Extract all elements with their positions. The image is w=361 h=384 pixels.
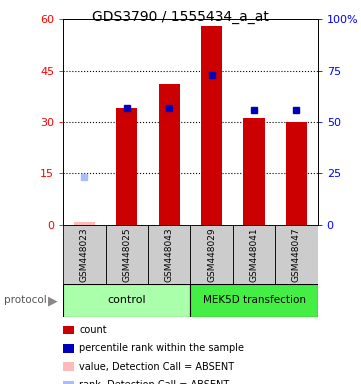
Text: count: count xyxy=(79,325,107,335)
Bar xyxy=(275,225,318,284)
Text: GSM448041: GSM448041 xyxy=(249,227,258,282)
Text: GSM448029: GSM448029 xyxy=(207,227,216,282)
Bar xyxy=(105,225,148,284)
Text: protocol: protocol xyxy=(4,295,46,306)
Text: GSM448047: GSM448047 xyxy=(292,227,301,282)
Bar xyxy=(116,108,138,225)
Bar xyxy=(286,122,307,225)
Text: value, Detection Call = ABSENT: value, Detection Call = ABSENT xyxy=(79,362,235,372)
Bar xyxy=(63,284,191,317)
Text: ▶: ▶ xyxy=(48,294,57,307)
Text: control: control xyxy=(108,295,146,306)
Bar xyxy=(243,119,265,225)
Bar xyxy=(191,284,318,317)
Text: GSM448025: GSM448025 xyxy=(122,227,131,282)
Bar xyxy=(233,225,275,284)
Text: rank, Detection Call = ABSENT: rank, Detection Call = ABSENT xyxy=(79,380,230,384)
Bar xyxy=(148,225,191,284)
Bar xyxy=(191,225,233,284)
Bar xyxy=(158,84,180,225)
Text: GSM448023: GSM448023 xyxy=(80,227,89,282)
Text: percentile rank within the sample: percentile rank within the sample xyxy=(79,343,244,353)
Bar xyxy=(63,225,105,284)
Text: GSM448043: GSM448043 xyxy=(165,227,174,282)
Bar xyxy=(74,222,95,225)
Text: GDS3790 / 1555434_a_at: GDS3790 / 1555434_a_at xyxy=(92,10,269,23)
Bar xyxy=(201,26,222,225)
Text: MEK5D transfection: MEK5D transfection xyxy=(203,295,305,306)
